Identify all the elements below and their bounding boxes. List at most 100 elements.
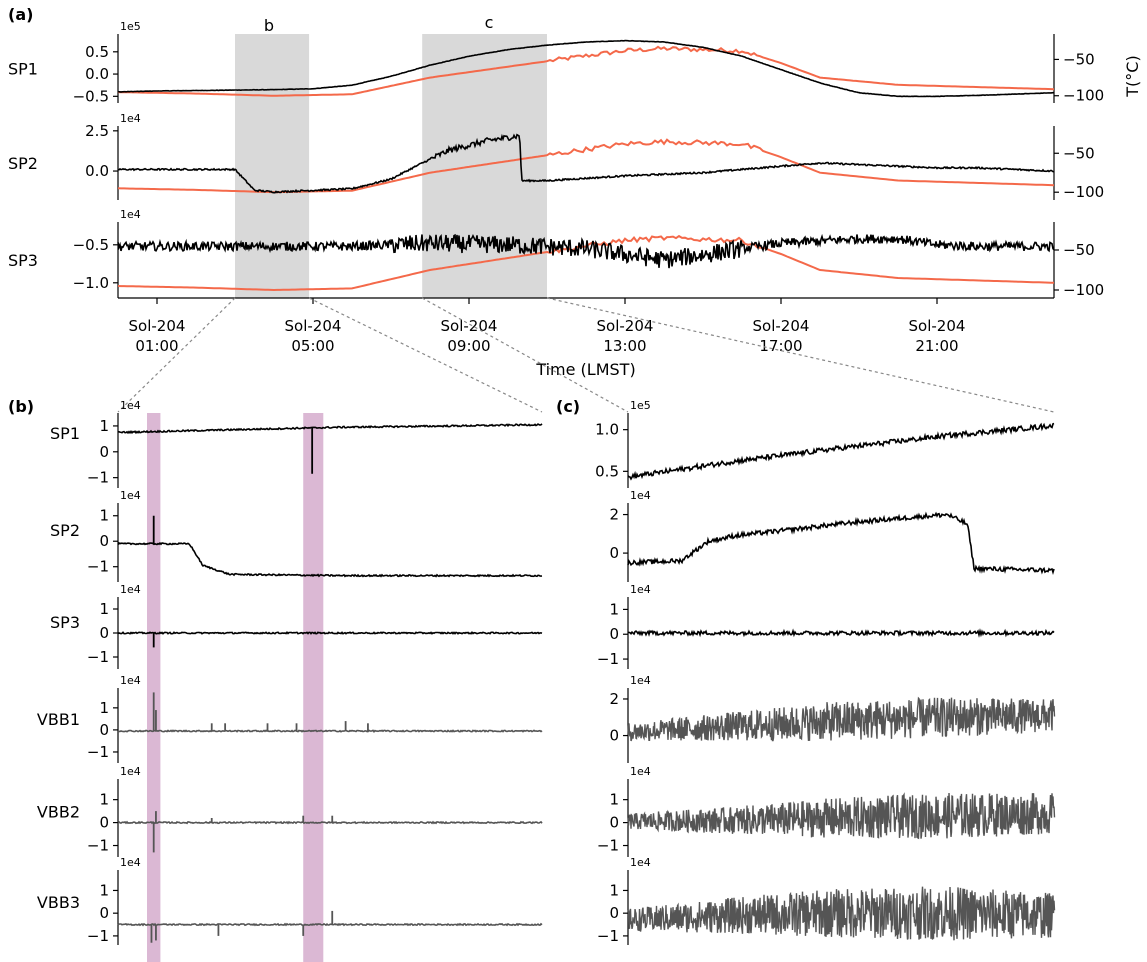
y-tick-label: 0 [609, 904, 619, 922]
right-y-tick-label: −100 [1063, 281, 1104, 299]
scale-factor-label: 1e4 [630, 489, 651, 502]
temperature-line [117, 45, 1055, 97]
panel-c: 1e5 1.0 0.5 1e4 2 0 1e4 1 0 −1 1e4 2 0 1e4 1 0 −1 1e4 1 0 −1 [595, 399, 1056, 945]
y-tick-label: 2.5 [85, 122, 109, 140]
shade-window-c [422, 34, 547, 298]
row-label-vbb2: VBB2 [37, 803, 80, 822]
x-tick-label: 17:00 [759, 337, 802, 355]
y-tick-label: 0 [99, 721, 109, 739]
y-tick-label: 0 [99, 904, 109, 922]
event-window-2 [303, 413, 324, 962]
zoom-connector-b-left [117, 297, 236, 413]
panel-c-row-vbb2: 1e4 1 0 −1 [597, 765, 1056, 857]
y-tick-label: 0 [609, 727, 619, 745]
y-tick-label: 0 [99, 814, 109, 832]
y-tick-label: −1.0 [73, 274, 109, 292]
scale-factor-label: 1e4 [120, 583, 141, 596]
shade-b-label: b [264, 16, 274, 35]
scale-factor-label: 1e4 [120, 765, 141, 778]
signal-line [627, 696, 1056, 742]
y-tick-label: 0 [99, 624, 109, 642]
signal-line [117, 820, 543, 825]
y-tick-label: 0.5 [595, 462, 619, 480]
panel-b-row-vbb2: VBB2 1e4 1 0 −1 [37, 765, 543, 857]
right-y-tick-label: −100 [1063, 87, 1104, 105]
y-tick-label: 0.5 [85, 43, 109, 61]
row-label-sp3: SP3 [50, 613, 80, 632]
panel-b-row-vbb3: VBB3 1e4 1 0 −1 [37, 856, 543, 945]
shade-c-label: c [485, 13, 494, 32]
row-label-sp1: SP1 [8, 60, 38, 79]
panel-b-row-vbb1: VBB1 1e4 1 0 −1 [37, 674, 543, 763]
y-tick-label: 2 [609, 506, 619, 524]
y-tick-label: 2 [609, 690, 619, 708]
zoom-connector-c-right [546, 297, 1055, 413]
x-tick-label: Sol-204 [129, 317, 186, 335]
y-tick-label: −0.5 [73, 87, 109, 105]
y-tick-label: −1 [87, 743, 109, 761]
x-tick-label: 05:00 [291, 337, 334, 355]
signal-line [627, 422, 1055, 481]
x-tick-label: 13:00 [603, 337, 646, 355]
panel-c-row-vbb1: 1e4 2 0 [609, 674, 1056, 763]
y-tick-label: −1 [87, 648, 109, 666]
zoom-connector-c-left [421, 297, 629, 413]
panel-c-label: (c) [556, 397, 580, 416]
y-tick-label: 1 [99, 507, 109, 525]
y-tick-label: −1 [597, 927, 619, 945]
y-tick-label: 1 [609, 600, 619, 618]
panel-b-row-sp1: SP1 1e4 1 0 −1 [50, 399, 543, 488]
right-y-tick-label: −50 [1063, 241, 1095, 259]
x-tick-label: Sol-204 [753, 317, 810, 335]
row-label-vbb1: VBB1 [37, 710, 80, 729]
x-tick-label: 01:00 [135, 337, 178, 355]
y-tick-label: −1 [597, 650, 619, 668]
x-tick-label: Sol-204 [285, 317, 342, 335]
signal-line [117, 233, 1055, 269]
panel-a-right-ylabel: T(°C) [1123, 55, 1142, 97]
panel-b-row-sp3: SP3 1e4 1 0 −1 [50, 583, 543, 669]
x-tick-label: 09:00 [447, 337, 490, 355]
y-tick-label: 0 [99, 532, 109, 550]
y-tick-label: 1.0 [595, 421, 619, 439]
signal-line [627, 792, 1056, 840]
panel-c-row-sp2: 1e4 2 0 [609, 489, 1055, 582]
row-label-sp2: SP2 [8, 154, 38, 173]
scale-factor-label: 1e4 [120, 856, 141, 869]
y-tick-label: 1 [99, 417, 109, 435]
signal-line [117, 541, 543, 578]
signal-line [117, 630, 543, 635]
zoom-connector-b-right [308, 297, 543, 413]
y-tick-label: 0 [609, 625, 619, 643]
right-y-tick-label: −100 [1063, 183, 1104, 201]
scale-factor-label: 1e5 [630, 399, 651, 412]
row-label-sp2: SP2 [50, 521, 80, 540]
panel-c-row-sp1: 1e5 1.0 0.5 [595, 399, 1055, 488]
panel-a-label: (a) [8, 5, 33, 24]
y-tick-label: −1 [87, 927, 109, 945]
scale-factor-label: 1e4 [120, 674, 141, 687]
panel-a: SP1 1e5 0.5 0.0 −0.5 −50 −100 SP2 1e4 2.5 0.0 −50 −1… [8, 20, 1104, 413]
event-window-1 [147, 413, 161, 962]
y-tick-label: −1 [87, 469, 109, 487]
right-y-tick-label: −50 [1063, 50, 1095, 68]
panel-b-label: (b) [8, 397, 34, 416]
y-tick-label: 0.0 [85, 65, 109, 83]
signal-line [117, 133, 1055, 194]
scale-factor-label: 1e4 [120, 489, 141, 502]
signal-line [117, 922, 543, 927]
signal-line [117, 423, 543, 435]
signal-line [117, 39, 1054, 98]
y-tick-label: 0 [99, 443, 109, 461]
signal-line [627, 511, 1055, 576]
x-tick-label: Sol-204 [441, 317, 498, 335]
row-label-vbb3: VBB3 [37, 893, 80, 912]
signal-line [627, 886, 1056, 941]
x-tick-label: 21:00 [915, 337, 958, 355]
y-tick-label: 1 [609, 881, 619, 899]
scale-factor-label: 1e4 [630, 856, 651, 869]
y-tick-label: 1 [609, 791, 619, 809]
panel-a-row-sp2: SP2 1e4 2.5 0.0 −50 −100 [8, 112, 1104, 201]
y-tick-label: 0 [609, 544, 619, 562]
right-y-tick-label: −50 [1063, 144, 1095, 162]
